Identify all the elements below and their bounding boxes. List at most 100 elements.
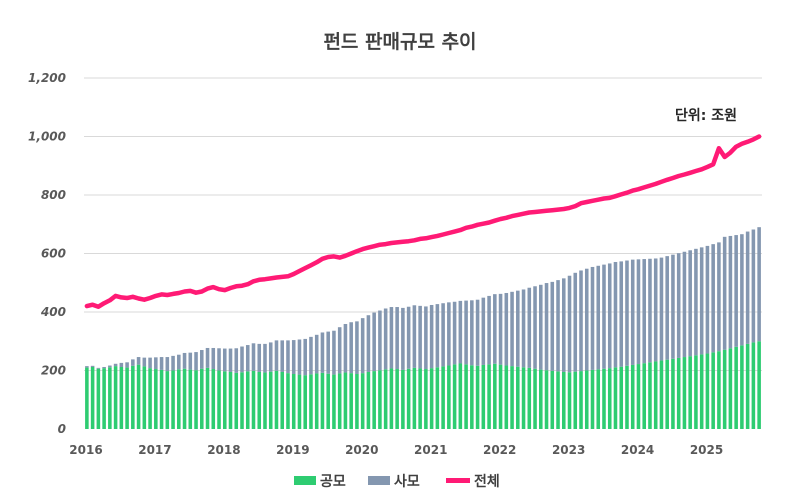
bar-public bbox=[182, 368, 187, 429]
bar-public bbox=[705, 353, 710, 429]
bar-public bbox=[630, 364, 635, 429]
bar-public bbox=[85, 367, 89, 429]
bar-private bbox=[401, 307, 405, 370]
bar-public bbox=[619, 366, 624, 429]
bar-public bbox=[424, 369, 428, 429]
bar-public bbox=[625, 365, 629, 429]
bar-private bbox=[297, 339, 302, 375]
bar-public bbox=[136, 364, 141, 429]
bar-public bbox=[590, 369, 595, 429]
bar-private bbox=[757, 227, 761, 342]
bar-private bbox=[234, 348, 239, 373]
bar-private bbox=[389, 307, 394, 369]
bar-public bbox=[188, 369, 193, 429]
bar-private bbox=[452, 301, 457, 365]
y-axis-ticks: 0 200 400 600 800 1,000 1,200 bbox=[28, 71, 66, 436]
x-tick-label: 2018 bbox=[207, 443, 240, 457]
bar-private bbox=[372, 312, 376, 372]
bar-public bbox=[539, 369, 543, 429]
bar-public bbox=[510, 366, 514, 429]
bar-private bbox=[533, 286, 537, 369]
bar-private bbox=[516, 290, 520, 367]
bar-public bbox=[217, 370, 221, 429]
bar-private bbox=[602, 264, 606, 369]
bar-public bbox=[435, 367, 440, 429]
bar-private bbox=[200, 350, 204, 369]
bar-private bbox=[326, 331, 330, 374]
bar-private bbox=[217, 348, 221, 371]
bar-public bbox=[717, 351, 721, 429]
bar-private bbox=[205, 347, 210, 368]
bar-private bbox=[245, 345, 250, 372]
bar-private bbox=[613, 261, 618, 368]
bar-private bbox=[131, 359, 135, 366]
bar-public bbox=[395, 369, 399, 429]
bar-public bbox=[533, 368, 537, 429]
x-tick-label: 2025 bbox=[690, 443, 723, 457]
bar-public bbox=[142, 366, 147, 429]
y-tick-label: 200 bbox=[41, 364, 66, 378]
bar-public bbox=[504, 365, 509, 429]
bar-private bbox=[435, 304, 440, 368]
bar-private bbox=[694, 248, 698, 356]
bar-private bbox=[567, 275, 572, 373]
bar-public bbox=[412, 367, 417, 429]
bar-private bbox=[263, 343, 267, 373]
bar-public bbox=[671, 358, 675, 429]
bar-public bbox=[561, 371, 566, 429]
bar-private bbox=[102, 366, 106, 369]
bar-private bbox=[211, 347, 216, 370]
bar-public bbox=[211, 369, 216, 429]
bar-public bbox=[636, 364, 641, 429]
bar-private bbox=[556, 280, 560, 372]
bar-public bbox=[360, 373, 365, 429]
x-tick-label: 2016 bbox=[69, 443, 102, 457]
bar-private bbox=[630, 259, 635, 365]
bar-public bbox=[418, 368, 422, 429]
total-line bbox=[84, 134, 762, 309]
bar-private bbox=[280, 340, 285, 372]
bar-private bbox=[303, 338, 307, 376]
bar-private bbox=[355, 321, 359, 375]
bar-private bbox=[188, 352, 193, 370]
bar-public bbox=[389, 368, 394, 429]
y-tick-label: 600 bbox=[41, 247, 66, 261]
bar-public bbox=[378, 370, 382, 429]
bar-public bbox=[602, 368, 606, 429]
bar-public bbox=[337, 373, 342, 429]
bar-public bbox=[234, 372, 239, 429]
bar-private bbox=[165, 357, 170, 372]
bar-private bbox=[119, 362, 124, 367]
bar-private bbox=[504, 292, 509, 366]
bar-private bbox=[268, 342, 273, 372]
bar-private bbox=[383, 308, 388, 370]
unit-label: 단위: 조원 bbox=[675, 107, 737, 124]
chart-title: 펀드 판매규모 추이 bbox=[323, 31, 476, 53]
bar-public bbox=[309, 374, 313, 429]
bar-public bbox=[96, 368, 101, 429]
bar-public bbox=[458, 363, 463, 429]
bar-public bbox=[349, 373, 353, 429]
bar-private bbox=[607, 263, 612, 369]
x-tick-label: 2020 bbox=[345, 443, 378, 457]
y-tick-label: 1,200 bbox=[28, 71, 66, 85]
bar-public bbox=[694, 355, 698, 429]
bar-public bbox=[567, 372, 572, 429]
bar-public bbox=[159, 369, 164, 429]
bar-private bbox=[395, 307, 399, 370]
bar-public bbox=[452, 364, 457, 429]
bar-private bbox=[745, 231, 750, 344]
bar-private bbox=[470, 300, 474, 366]
bar-private bbox=[366, 315, 371, 372]
bar-private bbox=[257, 343, 262, 372]
bar-public bbox=[154, 369, 158, 429]
bar-private bbox=[561, 278, 566, 372]
bar-public bbox=[326, 373, 330, 429]
bar-public bbox=[383, 369, 388, 429]
bar-private bbox=[337, 327, 342, 374]
bar-private bbox=[539, 284, 543, 370]
bar-private bbox=[481, 297, 486, 365]
bar-public bbox=[108, 367, 112, 429]
bar-public bbox=[222, 371, 227, 429]
private-fund-bars bbox=[85, 227, 761, 376]
